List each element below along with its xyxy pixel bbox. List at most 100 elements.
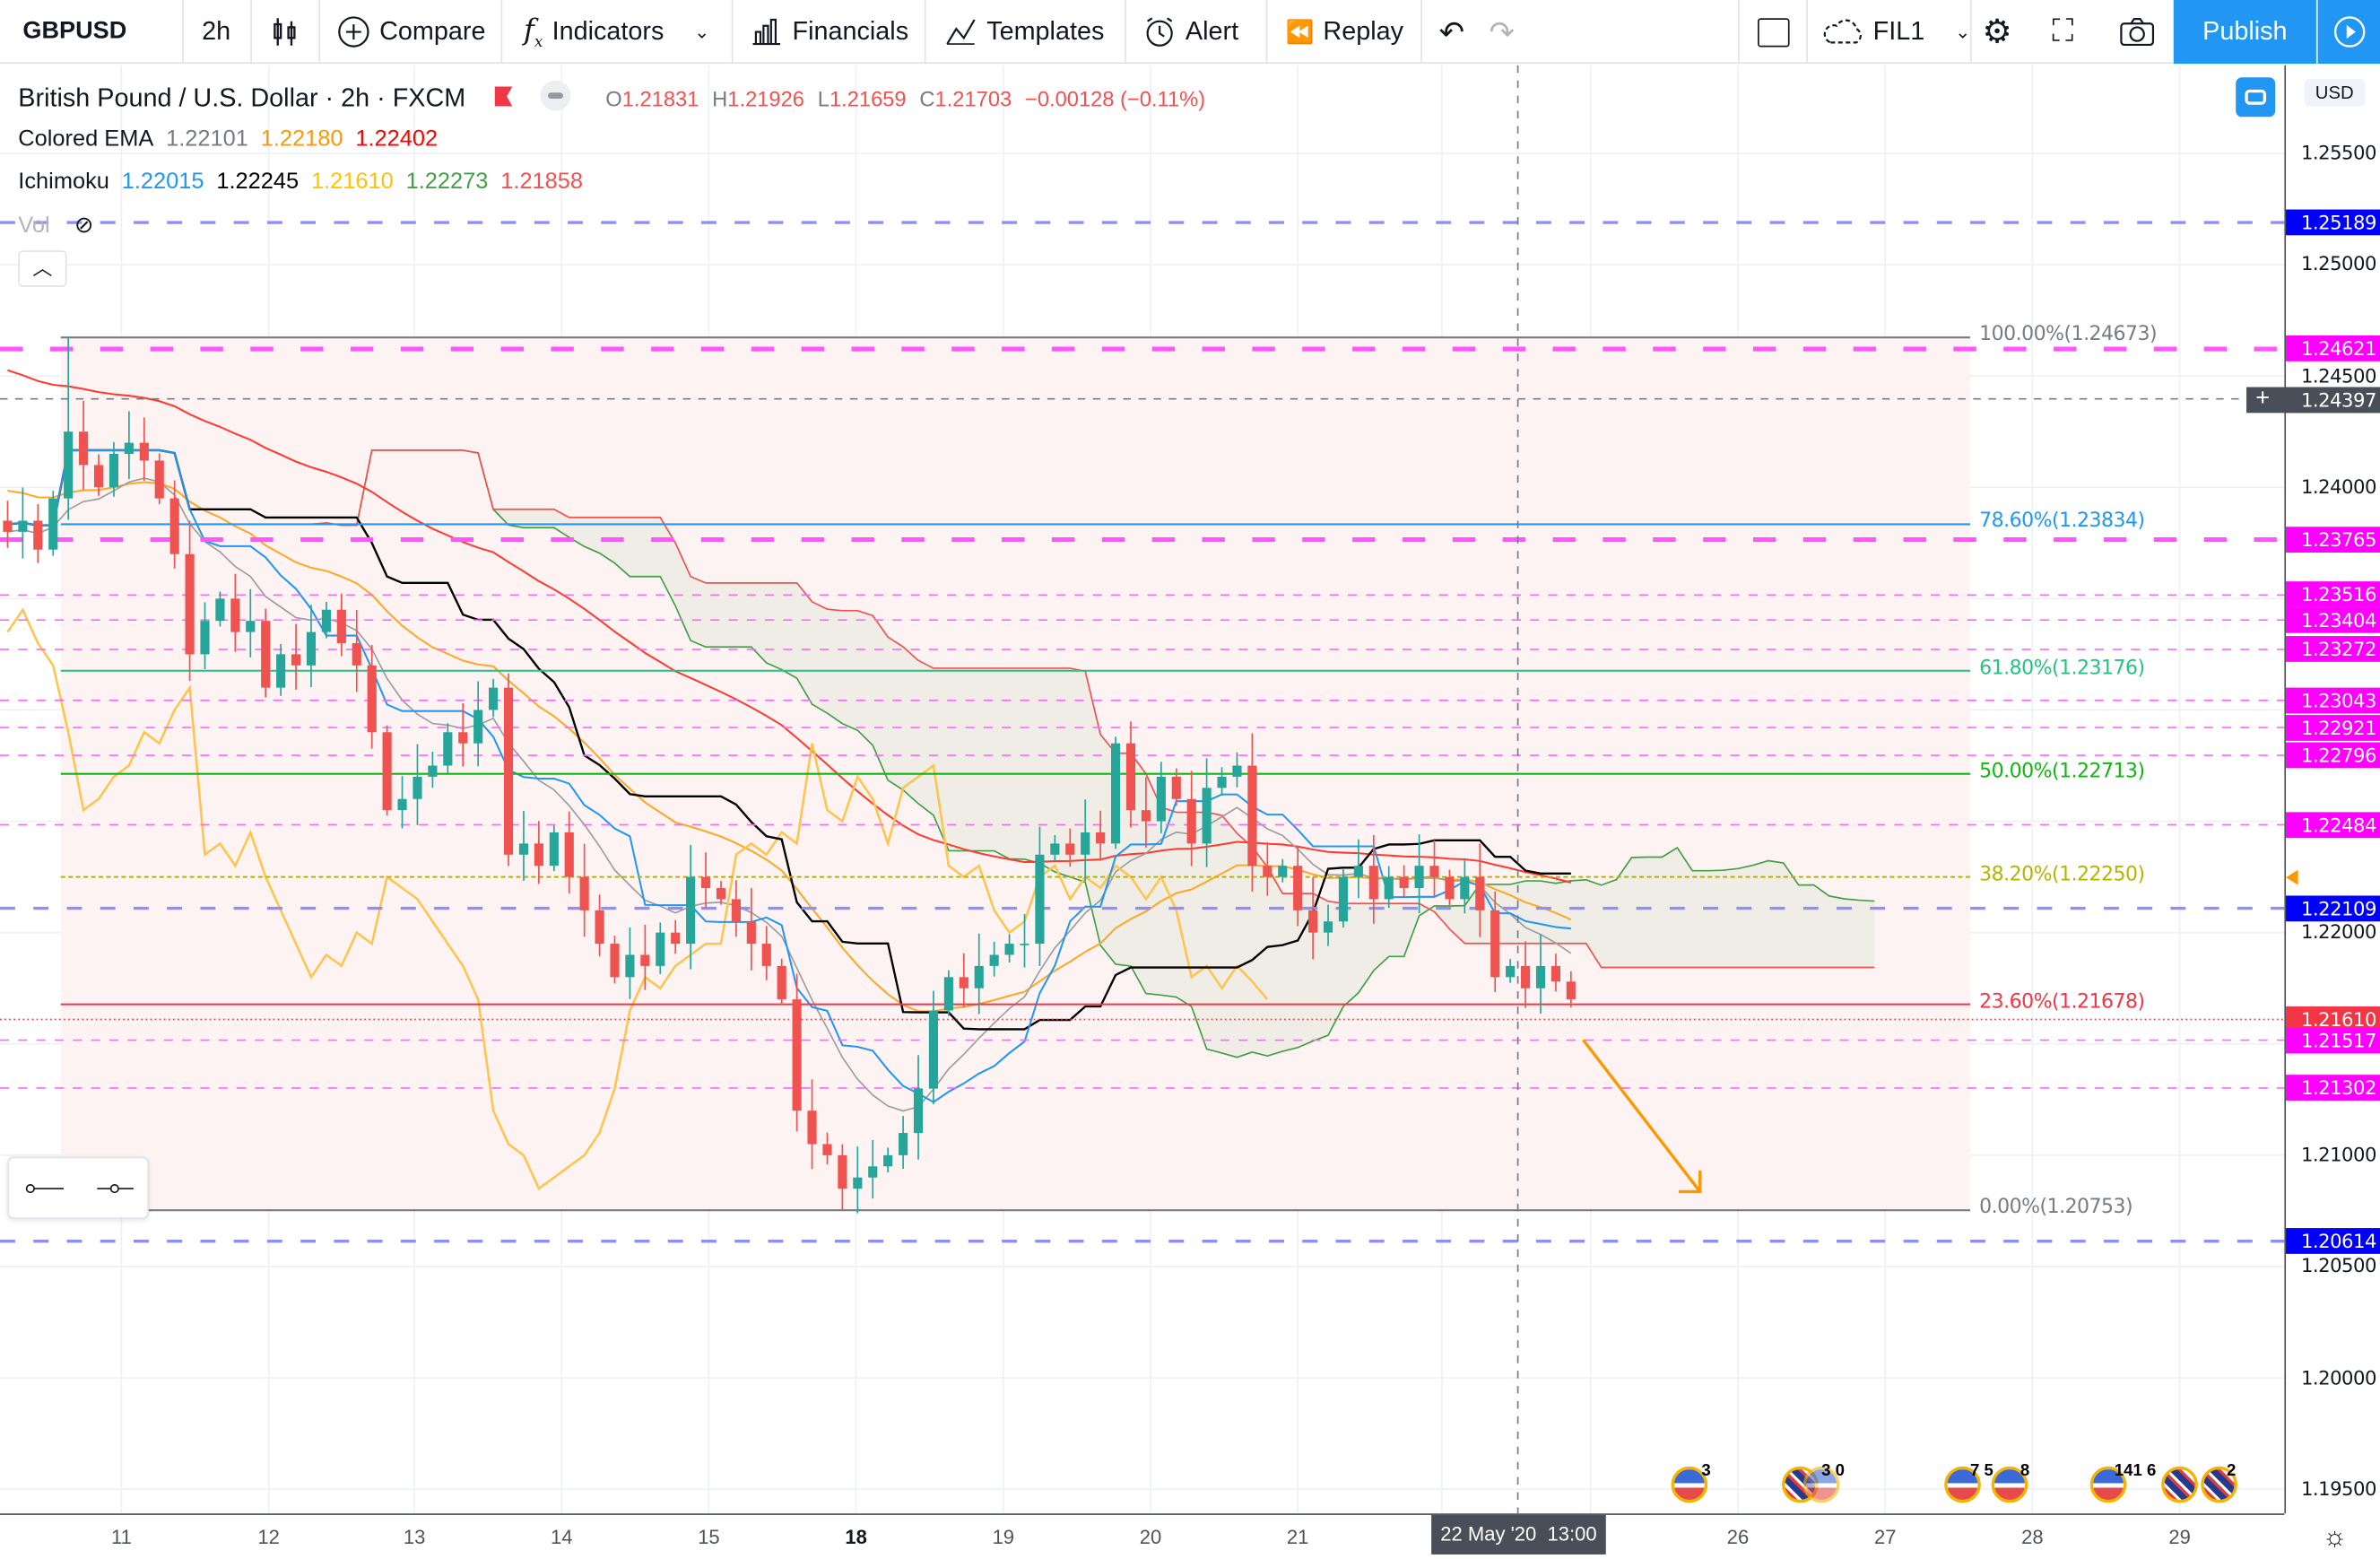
line-tool-button[interactable] xyxy=(24,1177,66,1201)
time-label: 28 xyxy=(2021,1525,2044,1549)
segment-tool-button[interactable] xyxy=(94,1177,136,1201)
cloud-icon xyxy=(1823,19,1862,44)
templates-button[interactable]: Templates xyxy=(944,0,1104,64)
candle-body xyxy=(1035,854,1045,945)
candle-body xyxy=(595,910,604,945)
collapse-legend-button[interactable]: ︿ xyxy=(18,250,67,287)
candle-body xyxy=(777,965,786,1000)
layout-select-button[interactable] xyxy=(1758,0,1790,64)
fib-level-label: 78.60%(1.23834) xyxy=(1979,510,2145,534)
financials-label: Financials xyxy=(792,16,909,46)
chart-settings-button[interactable]: ☼ xyxy=(2323,1521,2348,1554)
price-chart[interactable] xyxy=(0,65,2285,1514)
hide-legend-button[interactable] xyxy=(540,80,571,111)
ema-name: Colored EMA xyxy=(18,126,154,152)
auto-scale-button[interactable] xyxy=(2236,77,2276,118)
price-axis[interactable] xyxy=(2284,65,2380,1514)
chevron-down-icon: ⌄ xyxy=(1955,21,1971,43)
candle-body xyxy=(1141,810,1151,822)
symbol-search[interactable]: GBPUSD xyxy=(22,18,127,45)
time-label: 11 xyxy=(110,1525,132,1549)
high-value: 1.21926 xyxy=(727,86,804,111)
candle-body xyxy=(382,732,392,811)
add-alert-plus-icon[interactable]: + xyxy=(2255,385,2271,412)
fib-level-label: 38.20%(1.22250) xyxy=(1979,863,2145,886)
price-tick-label: 1.24500 xyxy=(2300,363,2376,387)
screenshot-button[interactable] xyxy=(2119,0,2156,64)
candle-body xyxy=(1004,944,1014,955)
volume-legend[interactable]: Vol ⊘ xyxy=(18,211,100,239)
hidden-eye-icon[interactable]: ⊘ xyxy=(74,212,94,239)
crosshair-time-label: 22 May '20 13:00 xyxy=(1431,1514,1606,1555)
bar-chart-icon xyxy=(752,18,780,46)
candle-body xyxy=(458,732,468,744)
candle-body xyxy=(1125,743,1136,811)
ichimoku-lead-a: 1.22273 xyxy=(405,168,489,195)
candle-body xyxy=(18,520,28,532)
price-tick-label: 1.25500 xyxy=(2300,141,2376,164)
alarm-clock-icon xyxy=(1146,17,1173,47)
candle-body xyxy=(1353,866,1363,877)
candle-body xyxy=(489,687,499,710)
event-us-flag-icon[interactable] xyxy=(2089,1466,2127,1503)
compare-button[interactable]: Compare xyxy=(337,0,485,64)
ichimoku-lagging: 1.21610 xyxy=(311,168,394,195)
candle-body xyxy=(169,498,179,554)
event-us-flag-icon[interactable] xyxy=(1802,1466,1840,1503)
candle-body xyxy=(261,621,271,688)
time-axis[interactable] xyxy=(0,1513,2285,1559)
ema-legend[interactable]: Colored EMA 1.22101 1.22180 1.22402 xyxy=(18,126,444,152)
chevron-down-icon: ⌄ xyxy=(694,21,710,43)
replay-button[interactable]: ⏪ Replay xyxy=(1286,0,1403,64)
currency-label[interactable]: USD xyxy=(2304,79,2366,107)
publish-button[interactable]: Publish xyxy=(2173,0,2316,65)
alert-button[interactable]: Alert xyxy=(1143,0,1239,64)
fullscreen-button[interactable]: ⛶ xyxy=(2052,0,2073,64)
candle-body xyxy=(1506,965,1516,978)
sun-gear-icon: ☼ xyxy=(2322,1520,2348,1552)
event-us-flag-icon[interactable] xyxy=(1671,1466,1708,1503)
event-count: 141 6 xyxy=(2114,1461,2157,1481)
price-line-label: 1.20614 xyxy=(2286,1228,2380,1255)
ema-value-1: 1.22101 xyxy=(166,126,248,152)
undo-button[interactable]: ↶ xyxy=(1439,0,1464,64)
redo-button[interactable]: ↷ xyxy=(1489,0,1514,64)
crosshair-time: 13:00 xyxy=(1547,1522,1597,1546)
crosshair-price: 1.24397 xyxy=(2286,387,2380,414)
candle-body xyxy=(306,631,317,666)
alert-label: Alert xyxy=(1185,16,1239,46)
candle-body xyxy=(1414,866,1424,889)
event-count: 8 xyxy=(2020,1461,2030,1481)
candle-body xyxy=(503,687,514,855)
candle-body xyxy=(1399,876,1409,889)
event-count: 7 5 xyxy=(1969,1461,1993,1481)
chart-type-button[interactable] xyxy=(270,0,300,64)
candle-body xyxy=(443,732,453,766)
projection-arrow xyxy=(1582,1039,1702,1194)
redo-icon: ↷ xyxy=(1489,15,1515,50)
candle-body xyxy=(1110,743,1121,844)
event-us-flag-icon[interactable] xyxy=(1944,1466,1981,1503)
play-button[interactable] xyxy=(2317,0,2380,65)
candle-body xyxy=(564,832,574,877)
indicators-label: Indicators xyxy=(552,16,664,46)
minus-icon xyxy=(548,92,564,100)
candle-body xyxy=(413,776,422,799)
event-us-flag-icon[interactable] xyxy=(1991,1466,2028,1503)
settings-button[interactable]: ⚙ xyxy=(1983,0,2012,64)
interval-select[interactable]: 2h xyxy=(202,16,231,46)
event-uk-flag-icon[interactable] xyxy=(2201,1466,2237,1503)
candle-body xyxy=(215,598,225,622)
price-line-label: 1.23272 xyxy=(2286,636,2380,663)
candle-body xyxy=(230,598,240,632)
candle-body xyxy=(761,944,771,966)
save-layout-button[interactable]: FIL1 ⌄ xyxy=(1821,0,1970,64)
indicators-button[interactable]: fx Indicators ⌄ xyxy=(524,0,709,64)
ichimoku-legend[interactable]: Ichimoku 1.22015 1.22245 1.21610 1.22273… xyxy=(18,169,589,195)
event-uk-flag-icon[interactable] xyxy=(2161,1466,2198,1503)
candle-body xyxy=(93,465,104,488)
financials-button[interactable]: Financials xyxy=(750,0,908,64)
flag-icon[interactable] xyxy=(493,86,513,107)
fullscreen-icon: ⛶ xyxy=(2052,14,2074,48)
candle-body xyxy=(64,431,74,499)
